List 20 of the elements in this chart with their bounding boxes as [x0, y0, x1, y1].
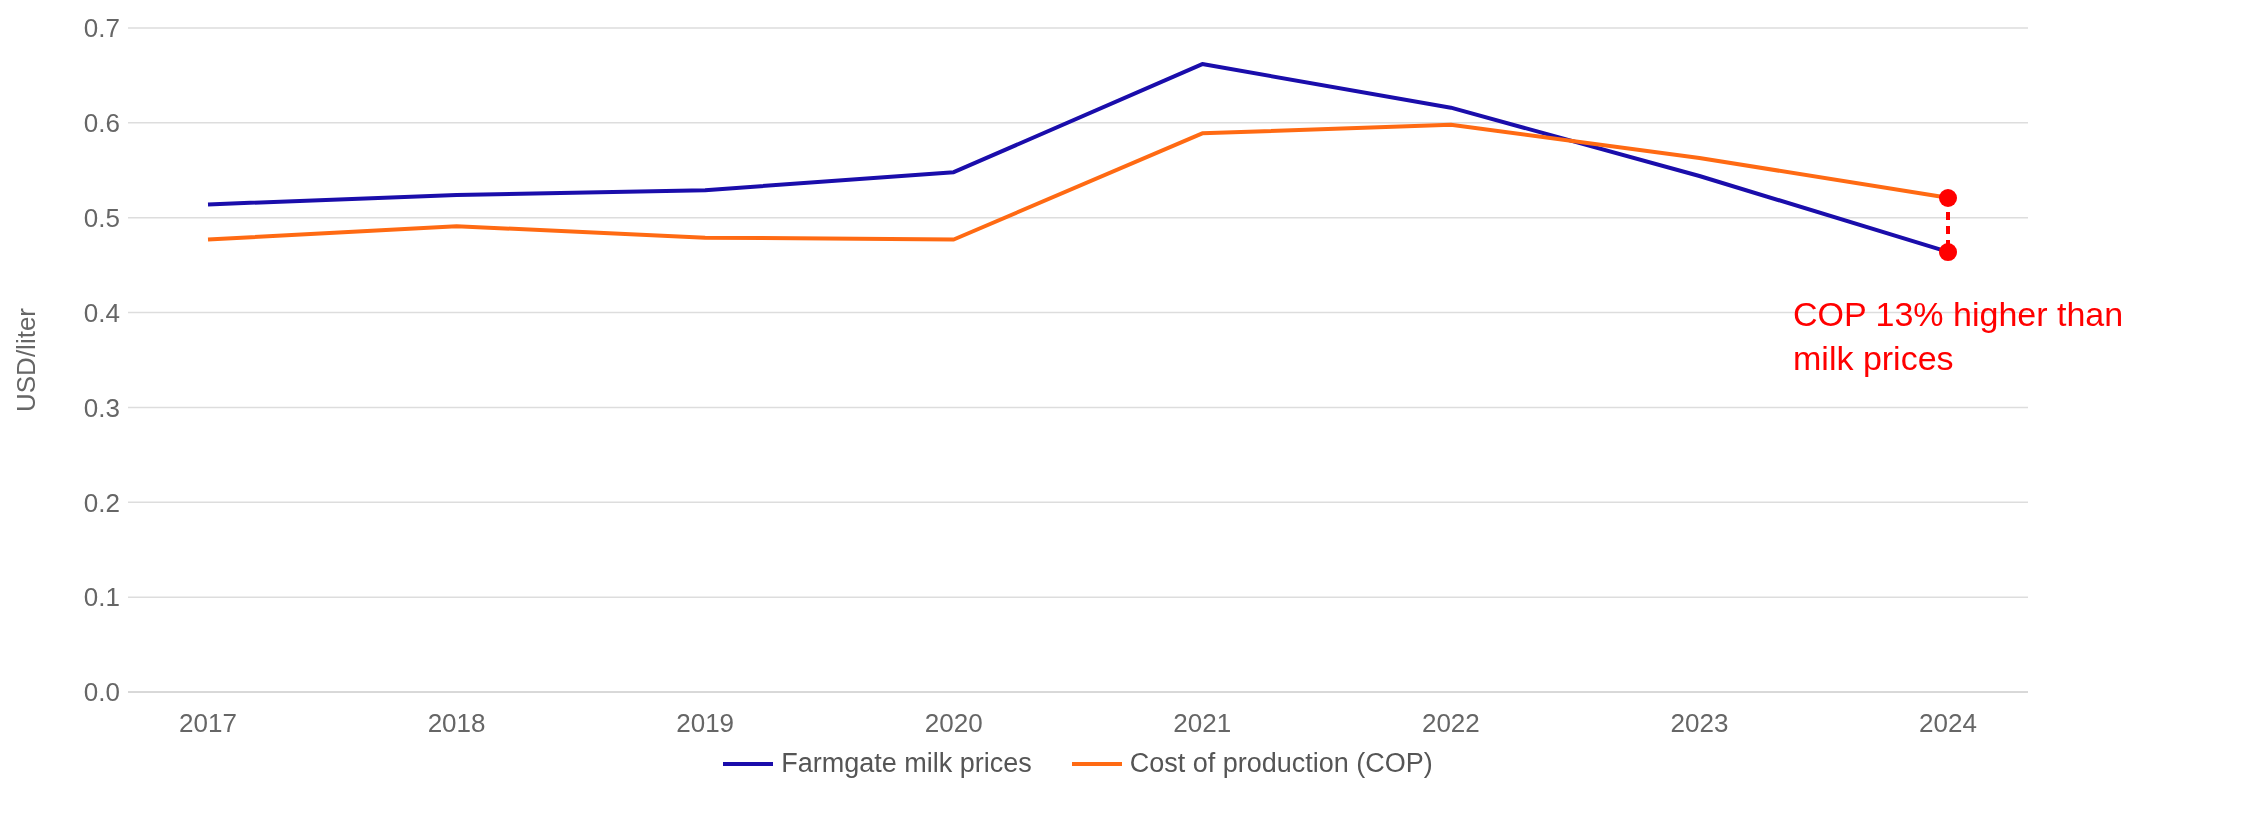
- annotation: COP 13% higher than milk prices: [1793, 293, 2125, 380]
- legend-label: Farmgate milk prices: [781, 748, 1032, 779]
- y-axis-title: USD/liter: [11, 307, 42, 413]
- x-tick-label: 2018: [427, 708, 486, 739]
- x-tick-label: 2020: [924, 708, 983, 739]
- y-tick-label: 0.6: [83, 108, 120, 139]
- legend-label: Cost of production (COP): [1129, 748, 1433, 779]
- x-tick-label: 2023: [1670, 708, 1729, 739]
- y-tick-label: 0.7: [83, 13, 120, 44]
- y-tick-label: 0.4: [83, 297, 120, 328]
- y-tick-label: 0.5: [83, 202, 120, 233]
- x-tick-label: 2022: [1421, 708, 1480, 739]
- x-tick-label: 2019: [676, 708, 735, 739]
- y-tick-label: 0.1: [83, 582, 120, 613]
- x-tick-label: 2021: [1173, 708, 1232, 739]
- x-tick-label: 2017: [179, 708, 237, 739]
- y-tick-label: 0.3: [83, 392, 120, 423]
- x-tick-label: 2024: [1919, 708, 1977, 739]
- y-tick-label: 0.0: [83, 677, 120, 708]
- y-tick-label: 0.2: [83, 487, 120, 518]
